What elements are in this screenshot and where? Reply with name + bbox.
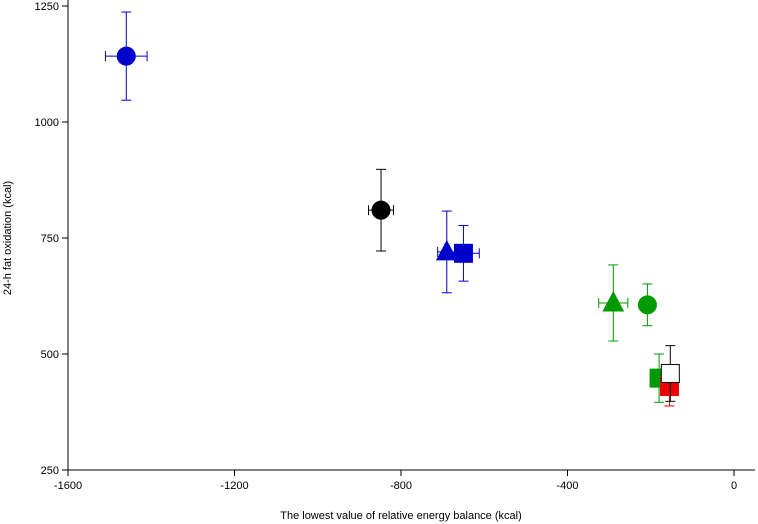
data-point-triangle (435, 239, 458, 261)
data-point-group (447, 224, 480, 282)
data-point-group (660, 345, 680, 402)
data-point-group (598, 264, 629, 342)
axes (67, 0, 755, 471)
x-tick-label: -800 (390, 480, 412, 492)
data-point-square (453, 243, 473, 263)
y-tick-label: 750 (41, 233, 59, 245)
data-point-circle (637, 295, 657, 315)
data-point-group (104, 11, 148, 101)
x-tick-label: -400 (556, 480, 578, 492)
x-axis-title: The lowest value of relative energy bala… (280, 510, 522, 522)
y-tick-label: 1250 (35, 1, 59, 13)
data-point-triangle (602, 290, 625, 312)
data-point-square (660, 363, 680, 383)
x-ticks: -1600 -1200 -800 -400 0 (54, 470, 737, 492)
data-point-group (435, 210, 458, 294)
data-point-circle (116, 46, 136, 66)
x-tick-label: 0 (731, 480, 737, 492)
data-points (104, 11, 680, 407)
data-point-group (637, 283, 657, 327)
x-tick-label: -1200 (220, 480, 248, 492)
y-tick-label: 250 (41, 465, 59, 477)
y-tick-label: 500 (41, 349, 59, 361)
data-point-circle (371, 200, 391, 220)
data-point-group (368, 168, 395, 252)
y-axis-title: 24-h fat oxidation (kcal) (2, 181, 14, 295)
x-tick-label: -1600 (54, 480, 82, 492)
y-ticks: 250 500 750 1000 1250 (35, 1, 68, 477)
y-tick-label: 1000 (35, 117, 59, 129)
